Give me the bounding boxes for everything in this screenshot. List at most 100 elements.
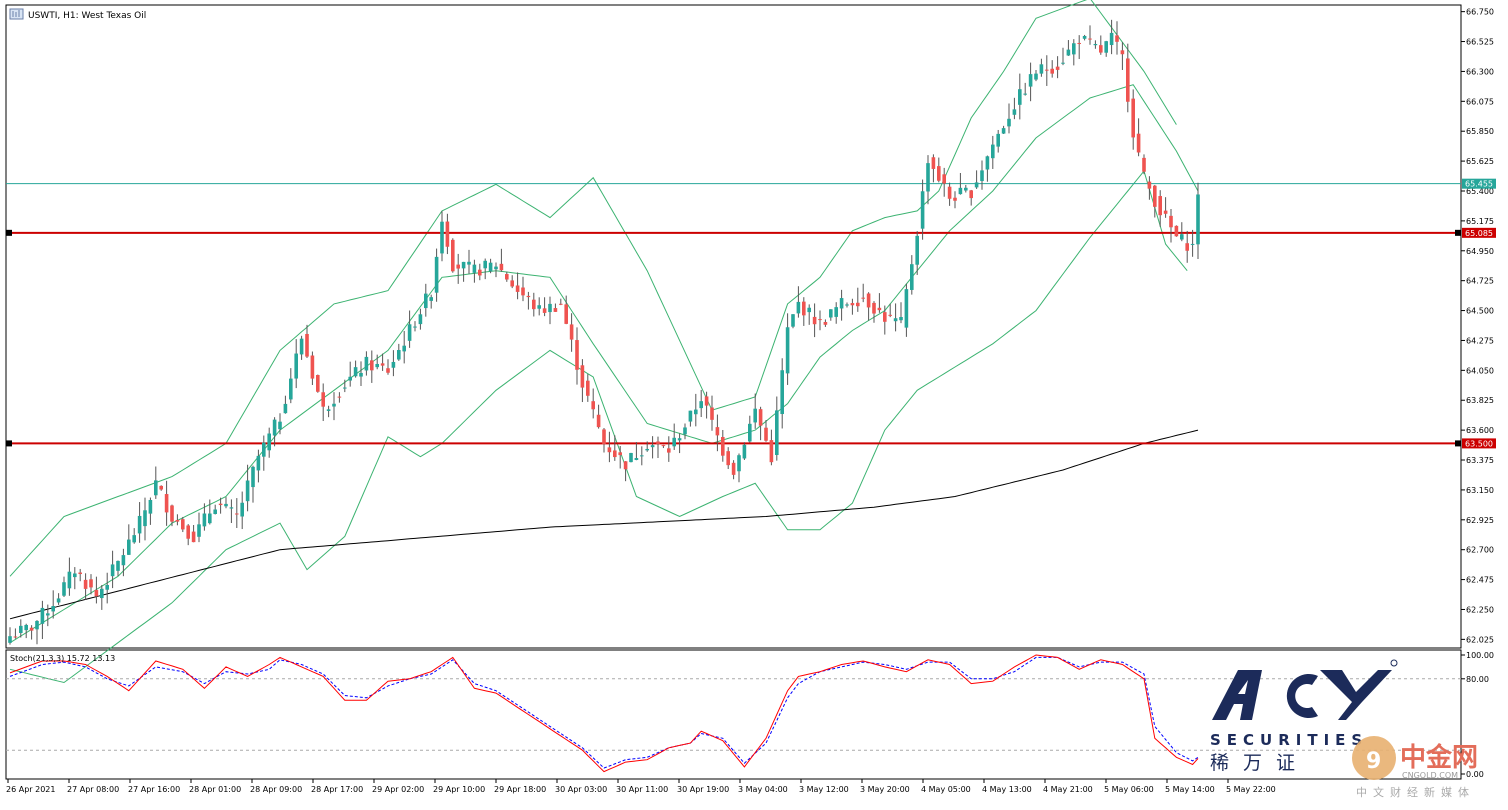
candle-body	[1039, 64, 1044, 74]
candle-body	[618, 452, 622, 456]
candle	[494, 262, 498, 278]
candle-body	[19, 625, 23, 634]
time-tick-label: 29 Apr 18:00	[494, 785, 546, 794]
candle	[364, 351, 369, 376]
acy-cn-text: 稀万证	[1210, 752, 1309, 774]
osc-tick-label: 80.00	[1466, 675, 1489, 684]
candle	[985, 155, 990, 182]
candle	[861, 283, 865, 303]
candle-body	[521, 287, 525, 296]
candle	[1190, 229, 1195, 257]
price-tick-label: 65.850	[1466, 127, 1494, 136]
candle	[964, 184, 968, 193]
candle-body	[1136, 133, 1141, 153]
ma-line	[9, 429, 1199, 620]
candle	[445, 213, 450, 255]
candle-body	[1196, 194, 1200, 245]
candle	[731, 460, 736, 480]
candle	[791, 314, 795, 329]
price-tick-label: 64.050	[1466, 366, 1494, 375]
candle	[181, 516, 185, 533]
price-tick-label: 62.475	[1466, 576, 1494, 585]
candle	[132, 528, 136, 544]
candle-body	[888, 314, 892, 316]
candle	[613, 435, 617, 461]
candle-body	[526, 295, 531, 298]
chart-icon[interactable]	[9, 8, 24, 20]
candle	[159, 485, 163, 491]
candle	[947, 182, 952, 206]
candle	[699, 389, 703, 418]
candle	[694, 393, 698, 427]
candle-body	[62, 582, 66, 596]
candle	[1115, 21, 1119, 55]
time-tick-label: 27 Apr 16:00	[128, 785, 180, 794]
candle	[440, 211, 444, 262]
candle	[845, 302, 849, 308]
candle-body	[937, 166, 941, 181]
candle	[148, 497, 153, 525]
candle	[461, 261, 466, 282]
cngold-text: 中金网	[1400, 742, 1478, 773]
candle	[143, 497, 147, 541]
candle	[553, 303, 558, 312]
candle	[434, 248, 439, 302]
candle-body	[586, 380, 590, 396]
price-tick-label: 65.400	[1466, 187, 1494, 196]
candle	[116, 560, 120, 577]
candle-body	[834, 307, 838, 317]
candles	[8, 19, 1200, 645]
candle	[202, 503, 207, 531]
time-tick-label: 3 May 12:00	[799, 785, 849, 794]
candle	[910, 255, 914, 295]
candle-body	[348, 376, 352, 381]
candle-body	[947, 186, 952, 199]
candle-body	[920, 191, 925, 229]
candle	[105, 572, 109, 604]
candle	[559, 298, 563, 306]
candle	[370, 350, 374, 383]
candle	[1012, 97, 1017, 120]
candle	[737, 453, 741, 483]
candle-body	[440, 221, 444, 254]
candle	[245, 464, 250, 512]
candle-body	[310, 355, 315, 379]
candle-body	[769, 440, 774, 463]
candle	[1093, 40, 1098, 49]
candle-body	[1082, 35, 1087, 39]
candle-body	[737, 455, 741, 472]
acy-securities-text: SECURITIES	[1210, 731, 1368, 749]
candle	[154, 466, 158, 499]
acy-logo: SECURITIES 稀万证	[1210, 659, 1398, 774]
candle-body	[591, 401, 595, 410]
candle-body	[299, 338, 304, 355]
candle	[899, 302, 903, 324]
candle-body	[353, 367, 358, 377]
candle	[1180, 222, 1184, 242]
candle	[397, 343, 401, 361]
candle-body	[559, 303, 563, 305]
time-tick-label: 4 May 21:00	[1043, 785, 1093, 794]
candle	[607, 431, 612, 463]
candle	[812, 303, 817, 338]
candle	[532, 292, 536, 317]
candle-body	[1190, 243, 1195, 245]
price-tick-label: 66.750	[1466, 8, 1494, 17]
candle	[283, 395, 288, 414]
candle-body	[418, 314, 423, 325]
candle	[650, 436, 655, 459]
candle	[1028, 62, 1033, 102]
candle	[1158, 190, 1162, 227]
candle-body	[407, 324, 412, 341]
candle-body	[1185, 243, 1189, 251]
stochastic-lines	[6, 654, 1461, 773]
candle	[1126, 43, 1130, 113]
price-tick-label: 62.925	[1466, 516, 1494, 525]
oscillator-title: Stoch(21,3,3) 15.72 13.13	[10, 654, 115, 663]
candle-body	[958, 187, 963, 195]
candle	[1077, 35, 1081, 60]
candle-body	[83, 579, 88, 589]
price-panel[interactable]	[5, 4, 1462, 649]
candle	[726, 447, 730, 470]
candle	[1055, 56, 1060, 79]
